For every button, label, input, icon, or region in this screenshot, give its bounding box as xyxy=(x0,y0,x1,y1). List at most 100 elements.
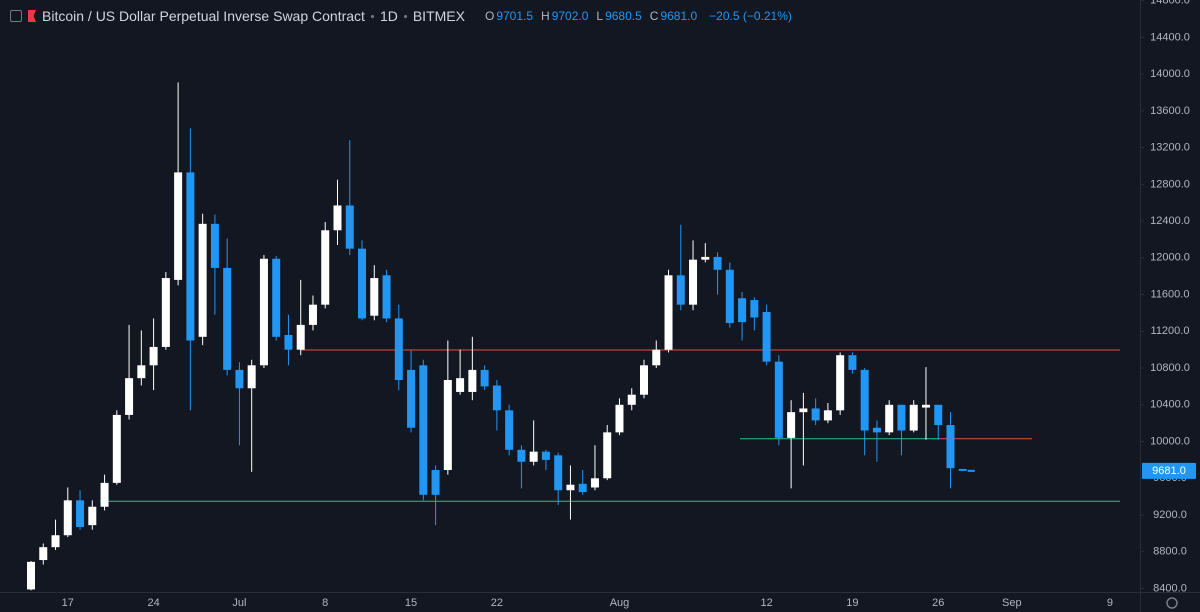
candle-body xyxy=(909,404,918,431)
candle-body xyxy=(51,535,60,548)
x-tick-label: 24 xyxy=(147,597,159,609)
ohlc-value: 9681.0 xyxy=(660,9,698,23)
y-tick-label: 13600.0 xyxy=(1150,105,1190,117)
candle-body xyxy=(198,223,207,337)
ohlc-key: L xyxy=(596,9,604,23)
candle-body xyxy=(125,378,134,415)
y-tick-label: 14800.0 xyxy=(1150,0,1190,7)
candle-body xyxy=(407,369,416,428)
ohlc-key: O xyxy=(484,9,495,23)
candle-body xyxy=(492,385,501,411)
change: −20.5 (−0.21%) xyxy=(709,9,792,23)
candle-body xyxy=(811,408,820,421)
x-tick-label: 17 xyxy=(62,597,74,609)
candle-body xyxy=(174,172,183,280)
candle-body xyxy=(603,432,612,479)
x-tick-label: 15 xyxy=(405,597,417,609)
candle-body xyxy=(112,414,121,483)
settings-gear[interactable] xyxy=(1166,597,1178,609)
candle-body xyxy=(566,484,575,491)
candle-body xyxy=(799,408,808,413)
y-tick-label: 12800.0 xyxy=(1150,178,1190,190)
interval[interactable]: 1D xyxy=(379,8,398,24)
settings-icon[interactable] xyxy=(1166,597,1178,609)
exchange[interactable]: BITMEX xyxy=(412,8,465,24)
candle-body xyxy=(541,451,550,460)
candle-body xyxy=(272,258,281,337)
candle-body xyxy=(848,355,857,370)
candle-body xyxy=(836,355,845,411)
candle-body xyxy=(27,561,35,590)
candle-body xyxy=(787,412,796,438)
candle-body xyxy=(296,324,305,350)
candle-body xyxy=(713,256,722,270)
candle-body xyxy=(308,304,317,325)
candle-body xyxy=(456,378,465,392)
symbol-title: Bitcoin / US Dollar Perpetual Inverse Sw… xyxy=(42,8,365,24)
candle-body xyxy=(284,334,293,350)
y-tick-label: 10800.0 xyxy=(1150,362,1190,374)
candle-body xyxy=(333,205,342,231)
candle-body xyxy=(223,267,232,370)
candle-body xyxy=(664,275,673,350)
candle-body xyxy=(860,369,869,431)
x-tick-label: 19 xyxy=(846,597,858,609)
ohlc-legend: O 9701.5 H 9702.0 L 9680.5 C 9681.0 xyxy=(485,9,703,23)
candle-body xyxy=(235,369,244,389)
x-tick-label: Aug xyxy=(610,597,630,609)
ohlc-value: 9702.0 xyxy=(551,9,589,23)
candle-body xyxy=(39,547,48,561)
candle-body xyxy=(431,470,440,495)
y-tick-label: 12000.0 xyxy=(1150,252,1190,264)
x-tick-label: 26 xyxy=(932,597,944,609)
candle-body xyxy=(210,223,219,268)
candle-body xyxy=(370,278,379,316)
candle-body xyxy=(480,369,489,387)
y-tick-label: 8400.0 xyxy=(1153,582,1187,594)
y-tick-label: 14000.0 xyxy=(1150,68,1190,80)
candle-body xyxy=(161,278,170,347)
y-tick-label: 12400.0 xyxy=(1150,215,1190,227)
candle-body xyxy=(88,506,97,526)
separator xyxy=(403,14,407,18)
candle-body xyxy=(627,394,636,405)
ohlc-value: 9680.5 xyxy=(605,9,642,23)
candle-body xyxy=(934,404,943,426)
x-tick-label: Jul xyxy=(232,597,246,609)
candle-body xyxy=(590,478,599,488)
candle-body xyxy=(137,365,146,379)
y-tick-label: 10000.0 xyxy=(1150,435,1190,447)
candle-body xyxy=(774,361,783,438)
candle-body xyxy=(358,248,367,319)
y-tick-label: 11600.0 xyxy=(1151,288,1190,300)
candle-body xyxy=(259,258,268,366)
candle-body xyxy=(701,256,710,260)
separator xyxy=(370,14,374,18)
candle-body xyxy=(689,259,698,305)
x-tick-label: 12 xyxy=(760,597,772,609)
x-tick-label: 22 xyxy=(491,597,503,609)
candle-body xyxy=(321,230,330,305)
flag-icon[interactable] xyxy=(28,10,36,22)
candle-body xyxy=(615,404,624,433)
y-tick-label: 9200.0 xyxy=(1153,509,1187,521)
add-symbol-button[interactable] xyxy=(10,10,22,22)
candle-body xyxy=(885,404,894,433)
candle-body xyxy=(738,298,747,323)
candle-body xyxy=(958,468,967,471)
ohlc-value: 9701.5 xyxy=(496,9,534,23)
candle-body xyxy=(443,380,452,471)
candle-body xyxy=(554,455,563,491)
candle-body xyxy=(750,300,759,318)
header: Bitcoin / US Dollar Perpetual Inverse Sw… xyxy=(10,6,792,26)
candle-body xyxy=(63,500,72,536)
candle-body xyxy=(149,346,158,366)
x-tick-label: Sep xyxy=(1002,597,1022,609)
candle-body xyxy=(186,172,195,341)
candle-body xyxy=(76,500,85,527)
candle-body xyxy=(897,404,906,431)
x-tick-label: 8 xyxy=(322,597,328,609)
candle-body xyxy=(345,205,354,249)
